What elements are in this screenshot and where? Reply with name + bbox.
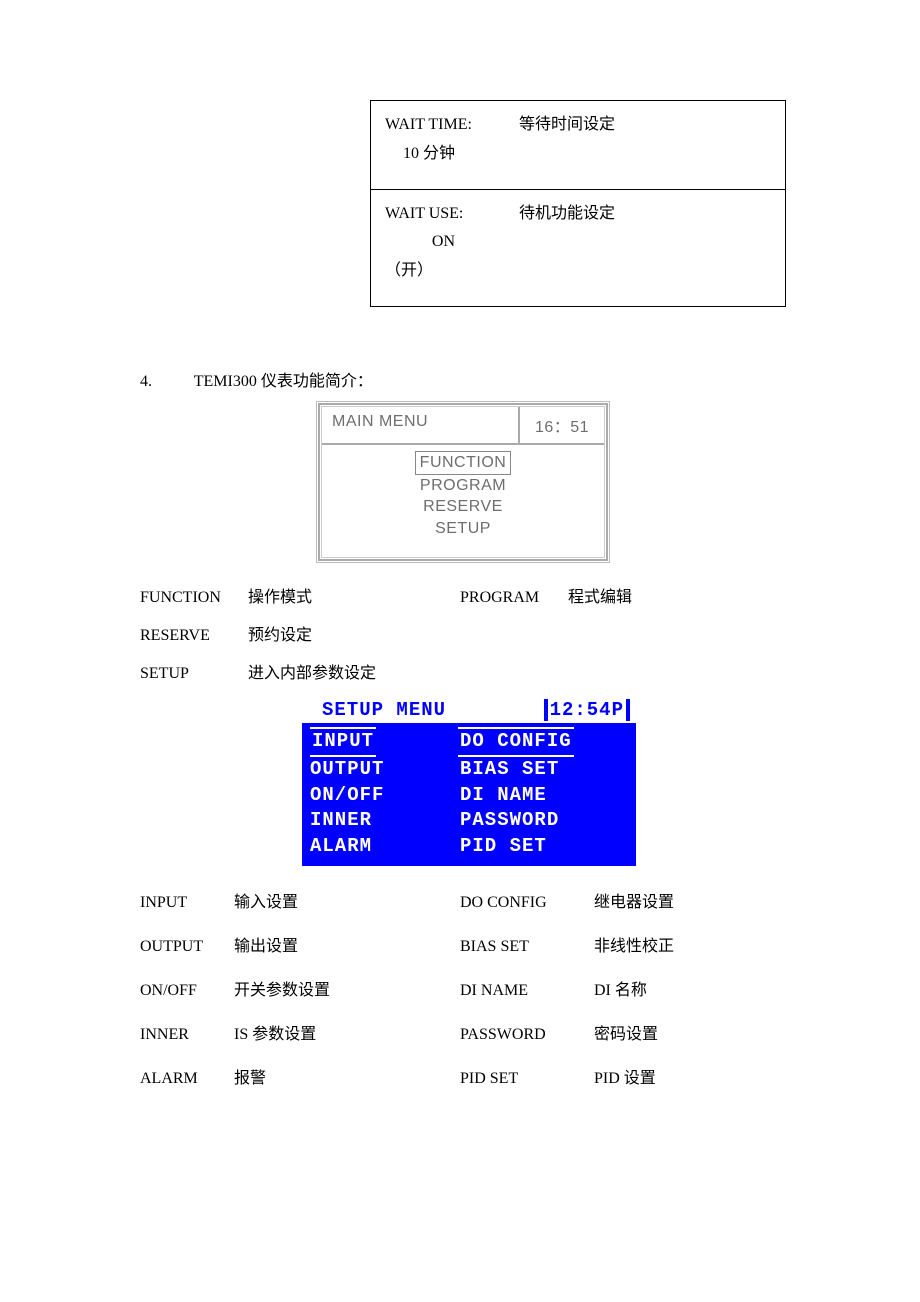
table-row: WAIT TIME: 等待时间设定 10 分钟 bbox=[371, 101, 785, 189]
row-label: WAIT TIME: bbox=[385, 111, 515, 140]
legend-term: PID SET bbox=[460, 1070, 590, 1088]
wait-settings-table: WAIT TIME: 等待时间设定 10 分钟 WAIT USE: 待机功能设定… bbox=[370, 100, 786, 307]
setup-item-do-config[interactable]: DO CONFIG bbox=[458, 727, 574, 757]
legend-row: INNER IS 参数设置 PASSWORD 密码设置 bbox=[140, 1020, 780, 1044]
legend-term: BIAS SET bbox=[460, 938, 590, 956]
legend-term: RESERVE bbox=[140, 627, 244, 645]
legend-desc: 继电器设置 bbox=[594, 888, 674, 912]
legend-desc: 操作模式 bbox=[248, 589, 312, 606]
section-title: TEMI300 仪表功能简介： bbox=[194, 373, 373, 390]
legend-row: ON/OFF 开关参数设置 DI NAME DI 名称 bbox=[140, 976, 780, 1000]
setup-item-inner[interactable]: INNER bbox=[310, 809, 372, 831]
legend-term: INPUT bbox=[140, 894, 230, 912]
legend-desc: 报警 bbox=[234, 1064, 266, 1088]
legend-desc: DI 名称 bbox=[594, 976, 647, 1000]
main-menu-time: 16：51 bbox=[520, 407, 604, 443]
main-menu-title: MAIN MENU bbox=[322, 407, 518, 443]
menu-item-program[interactable]: PROGRAM bbox=[420, 477, 506, 494]
setup-item-di-name[interactable]: DI NAME bbox=[460, 784, 547, 806]
legend-desc: 程式编辑 bbox=[568, 589, 632, 606]
legend-desc: 密码设置 bbox=[594, 1020, 658, 1044]
section-heading: 4. TEMI300 仪表功能简介： bbox=[140, 367, 780, 391]
legend-row: SETUP 进入内部参数设定 bbox=[140, 659, 780, 683]
legend-desc: 输入设置 bbox=[234, 888, 298, 912]
row-value: 10 分钟 bbox=[385, 140, 455, 169]
setup-item-password[interactable]: PASSWORD bbox=[460, 809, 559, 831]
menu-item-reserve[interactable]: RESERVE bbox=[423, 498, 503, 515]
setup-item-pid-set[interactable]: PID SET bbox=[460, 835, 547, 857]
setup-item-bias-set[interactable]: BIAS SET bbox=[460, 758, 559, 780]
setup-item-onoff[interactable]: ON/OFF bbox=[310, 784, 384, 806]
legend-term: DI NAME bbox=[460, 982, 590, 1000]
setup-menu-time: 12:54P bbox=[544, 699, 630, 721]
row-desc: 待机功能设定 bbox=[519, 200, 699, 229]
legend-term: ALARM bbox=[140, 1070, 230, 1088]
row-desc: 等待时间设定 bbox=[519, 111, 699, 140]
legend-desc: 进入内部参数设定 bbox=[248, 665, 376, 682]
legend-desc: 开关参数设置 bbox=[234, 976, 330, 1000]
legend-term: PASSWORD bbox=[460, 1026, 590, 1044]
legend-row: OUTPUT 输出设置 BIAS SET 非线性校正 bbox=[140, 932, 780, 956]
legend-term: OUTPUT bbox=[140, 938, 230, 956]
menu-item-function[interactable]: FUNCTION bbox=[415, 451, 512, 475]
setup-item-alarm[interactable]: ALARM bbox=[310, 835, 372, 857]
setup-item-output[interactable]: OUTPUT bbox=[310, 758, 384, 780]
legend-term: PROGRAM bbox=[460, 589, 564, 607]
legend-desc: IS 参数设置 bbox=[234, 1020, 316, 1044]
page-root: WAIT TIME: 等待时间设定 10 分钟 WAIT USE: 待机功能设定… bbox=[0, 0, 920, 1168]
legend-term: DO CONFIG bbox=[460, 894, 590, 912]
legend-term: ON/OFF bbox=[140, 982, 230, 1000]
menu-item-setup[interactable]: SETUP bbox=[435, 520, 491, 537]
setup-item-input[interactable]: INPUT bbox=[310, 727, 376, 757]
legend-row: RESERVE 预约设定 bbox=[140, 621, 780, 645]
setup-menu-screen: SETUP MENU 12:54P INPUT DO CONFIG OUTPUT… bbox=[302, 697, 636, 865]
legend-row: ALARM 报警 PID SET PID 设置 bbox=[140, 1064, 780, 1088]
legend-term: SETUP bbox=[140, 665, 244, 683]
legend-desc: PID 设置 bbox=[594, 1064, 656, 1088]
table-row: WAIT USE: 待机功能设定 ON （开） bbox=[371, 189, 785, 306]
legend-row: INPUT 输入设置 DO CONFIG 继电器设置 bbox=[140, 888, 780, 912]
row-sub: （开） bbox=[385, 257, 771, 286]
setup-menu-title: SETUP MENU bbox=[322, 699, 544, 721]
legend-row: FUNCTION 操作模式 PROGRAM 程式编辑 bbox=[140, 583, 780, 607]
legend-term: INNER bbox=[140, 1026, 230, 1044]
row-value: ON bbox=[385, 228, 455, 257]
section-number: 4. bbox=[140, 373, 190, 391]
setup-legend: INPUT 输入设置 DO CONFIG 继电器设置 OUTPUT 输出设置 B… bbox=[140, 888, 780, 1088]
legend-desc: 输出设置 bbox=[234, 932, 298, 956]
legend-desc: 预约设定 bbox=[248, 627, 312, 644]
legend-term: FUNCTION bbox=[140, 589, 244, 607]
row-label: WAIT USE: bbox=[385, 200, 515, 229]
legend-desc: 非线性校正 bbox=[594, 932, 674, 956]
main-menu-screen: MAIN MENU 16：51 FUNCTION PROGRAM RESERVE… bbox=[316, 401, 610, 563]
